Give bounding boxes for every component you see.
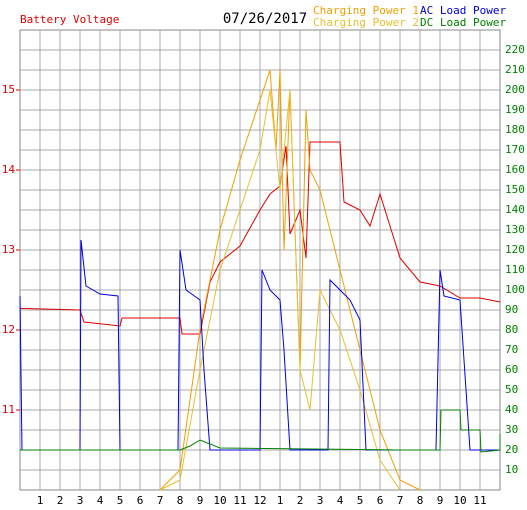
x-tick-label: 7	[157, 494, 164, 507]
series-line	[159, 69, 421, 491]
x-tick-label: 1	[37, 494, 44, 507]
x-tick-label: 11	[233, 494, 246, 507]
x-tick-label: 5	[357, 494, 364, 507]
y-tick-label: 12	[2, 323, 15, 336]
y2-tick-label: 20	[505, 443, 518, 456]
y2-tick-label: 150	[505, 183, 525, 196]
y2-tick-label: 10	[505, 463, 518, 476]
y2-tick-label: 60	[505, 363, 518, 376]
y2-tick-label: 80	[505, 323, 518, 336]
x-tick-label: 10	[453, 494, 466, 507]
x-tick-label: 8	[177, 494, 184, 507]
x-tick-label: 6	[377, 494, 384, 507]
y2-tick-label: 170	[505, 143, 525, 156]
legend-entry: Charging Power 1	[313, 4, 419, 17]
y2-tick-label: 120	[505, 243, 525, 256]
legend-entry: AC Load Power	[420, 4, 506, 17]
x-tick-label: 8	[417, 494, 424, 507]
y2-tick-label: 70	[505, 343, 518, 356]
y2-tick-label: 220	[505, 43, 525, 56]
x-tick-label: 4	[97, 494, 104, 507]
x-tick-label: 12	[253, 494, 266, 507]
x-tick-label: 5	[117, 494, 124, 507]
y2-tick-label: 30	[505, 423, 518, 436]
chart-title: 07/26/2017	[223, 11, 307, 27]
series-line	[159, 89, 401, 491]
y-tick-label: 13	[2, 243, 15, 256]
x-tick-label: 2	[297, 494, 304, 507]
x-tick-label: 7	[397, 494, 404, 507]
x-tick-label: 1	[277, 494, 284, 507]
y2-tick-label: 100	[505, 283, 525, 296]
x-tick-label: 11	[473, 494, 486, 507]
x-tick-label: 10	[213, 494, 226, 507]
y2-tick-label: 40	[505, 403, 518, 416]
y2-tick-label: 190	[505, 103, 525, 116]
legend-entry: Battery Voltage	[20, 13, 119, 26]
series-line	[20, 409, 501, 453]
legend-entry: DC Load Power	[420, 16, 506, 29]
x-tick-label: 2	[57, 494, 64, 507]
x-tick-label: 3	[317, 494, 324, 507]
y2-tick-label: 130	[505, 223, 525, 236]
y-tick-label: 14	[2, 163, 16, 176]
series-line	[19, 141, 501, 335]
x-tick-label: 4	[337, 494, 344, 507]
x-tick-label: 6	[137, 494, 144, 507]
x-tick-label: 3	[77, 494, 84, 507]
x-tick-label: 9	[197, 494, 204, 507]
legend-entry: Charging Power 2	[313, 16, 419, 29]
y-tick-label: 11	[2, 403, 15, 416]
y2-tick-label: 210	[505, 63, 525, 76]
y2-tick-label: 200	[505, 83, 525, 96]
y2-tick-label: 50	[505, 383, 518, 396]
y2-tick-label: 90	[505, 303, 518, 316]
y-tick-label: 15	[2, 83, 15, 96]
y2-tick-label: 180	[505, 123, 525, 136]
y2-tick-label: 110	[505, 263, 525, 276]
y2-tick-label: 160	[505, 163, 525, 176]
x-tick-label: 9	[437, 494, 444, 507]
y2-tick-label: 140	[505, 203, 525, 216]
